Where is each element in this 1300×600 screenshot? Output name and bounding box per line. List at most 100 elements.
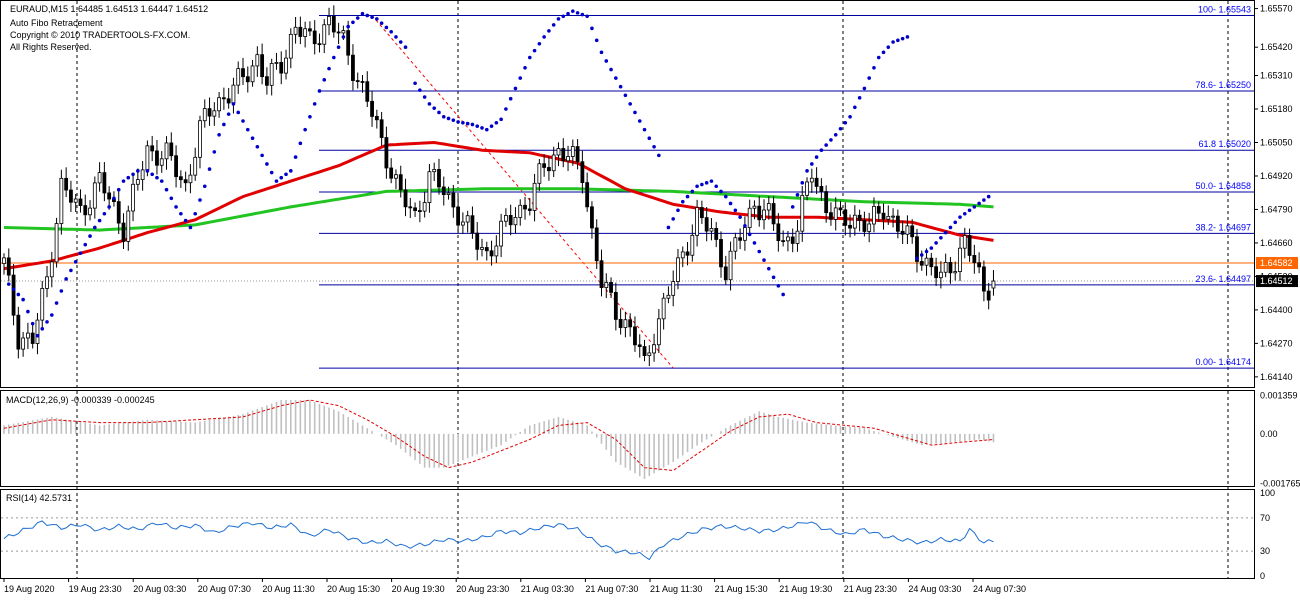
candle-body xyxy=(862,220,867,232)
candle-body xyxy=(604,282,609,288)
psar-dot xyxy=(207,167,212,171)
psar-dot xyxy=(915,256,919,261)
psar-dot xyxy=(690,189,695,194)
candle-body xyxy=(370,100,374,117)
psar-dot xyxy=(723,194,728,199)
candle-body xyxy=(556,148,561,156)
price-panel[interactable] xyxy=(0,0,1255,388)
symbol-line: EURAUD,M15 1.64485 1.64513 1.64447 1.645… xyxy=(10,4,208,14)
psar-dot xyxy=(145,169,150,173)
candle-body xyxy=(92,182,97,209)
psar-dot xyxy=(269,170,274,175)
psar-dot xyxy=(939,235,943,240)
candle-body xyxy=(704,217,709,232)
candle-body xyxy=(212,110,217,117)
psar-dot xyxy=(604,59,609,63)
psar-dot xyxy=(614,76,618,80)
candle-body xyxy=(21,337,26,350)
psar-dot xyxy=(499,117,503,122)
candle-body xyxy=(685,251,690,256)
candle-body xyxy=(551,154,556,172)
psar-dot xyxy=(226,112,231,116)
candle-body xyxy=(384,137,389,169)
psar-dot xyxy=(489,124,494,128)
candle-body xyxy=(11,274,16,316)
candle-body xyxy=(374,115,379,121)
candle-body xyxy=(279,61,284,74)
psar-dot xyxy=(241,119,245,123)
psar-dot xyxy=(575,11,580,15)
candle-body xyxy=(967,235,972,256)
candle-body xyxy=(776,223,781,242)
psar-dot xyxy=(389,29,393,34)
psar-dot xyxy=(54,301,59,305)
psar-dot xyxy=(738,215,742,219)
psar-dot xyxy=(260,153,264,158)
candle-body xyxy=(728,250,733,281)
psar-dot xyxy=(169,196,174,201)
candle-body xyxy=(331,16,336,33)
macd-title: MACD(12,26,9) -0.000339 -0.000245 xyxy=(6,395,155,405)
psar-dot xyxy=(896,38,900,43)
price-tick-label: 1.64920 xyxy=(1260,171,1293,181)
candle-body xyxy=(503,215,508,222)
candle-body xyxy=(962,235,967,249)
psar-dot xyxy=(355,16,360,20)
psar-dot xyxy=(336,45,341,50)
psar-dot xyxy=(513,86,518,91)
bid-price-tag xyxy=(1256,275,1298,288)
candles xyxy=(2,5,996,367)
rsi-panel[interactable] xyxy=(0,489,1255,579)
indicator-name: Auto Fibo Retracement xyxy=(10,18,103,28)
candle-body xyxy=(623,319,628,328)
candle-body xyxy=(484,247,489,252)
psar-dot xyxy=(566,11,570,16)
psar-dot xyxy=(771,275,776,280)
psar-dot xyxy=(642,127,647,132)
psar-dot xyxy=(88,234,92,238)
candle-body xyxy=(781,240,786,243)
psar-dot xyxy=(73,260,78,264)
fibo-label-2: 61.8 1.65020 xyxy=(1198,139,1251,149)
psar-dot xyxy=(824,143,828,147)
candle-body xyxy=(814,177,819,187)
candle-body xyxy=(829,212,833,220)
candle-body xyxy=(193,156,198,176)
psar-dot xyxy=(676,208,680,213)
candle-body xyxy=(351,54,355,81)
psar-dot xyxy=(289,169,293,173)
psar-dot xyxy=(532,48,537,53)
candle-body xyxy=(64,177,69,191)
macd-series xyxy=(3,399,995,479)
psar-dot xyxy=(876,55,881,60)
psar-dot xyxy=(776,284,781,288)
psar-dot xyxy=(671,217,675,221)
psar-dot xyxy=(561,14,566,19)
psar-dot xyxy=(685,194,690,199)
candle-body xyxy=(30,332,35,344)
psar-dot xyxy=(274,179,279,183)
psar-dot xyxy=(752,241,757,245)
candle-body xyxy=(303,28,308,37)
psar-dot xyxy=(986,194,991,199)
candle-body xyxy=(867,223,872,232)
candle-body xyxy=(460,221,465,226)
candle-body xyxy=(891,215,895,218)
psar-dot xyxy=(833,132,838,137)
psar-dot xyxy=(97,218,102,223)
candle-body xyxy=(145,145,150,171)
candle-body xyxy=(403,189,408,208)
psar-dot xyxy=(623,93,628,98)
price-tick-label: 1.64400 xyxy=(1260,305,1293,315)
psar-dot xyxy=(11,287,16,292)
psar-dot xyxy=(379,21,384,25)
psar-dot xyxy=(814,155,819,159)
rsi-tick-label: 70 xyxy=(1260,513,1270,523)
psar-dot xyxy=(341,35,346,39)
price-tick-label: 1.64790 xyxy=(1260,204,1293,214)
macd-panel[interactable] xyxy=(0,390,1255,487)
psar-dot xyxy=(298,141,303,146)
psar-dot xyxy=(819,148,824,153)
candle-body xyxy=(513,217,518,226)
psar-dot xyxy=(470,122,475,127)
